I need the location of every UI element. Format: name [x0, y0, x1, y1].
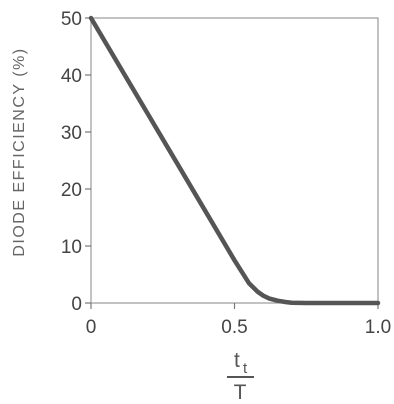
- x-tick-label: 0.5: [221, 317, 247, 338]
- x-tick-label: 0: [86, 317, 97, 338]
- y-axis-title: DIODE EFFICIENCY (%): [11, 47, 28, 256]
- y-tick-label: 50: [61, 9, 82, 30]
- y-tick-label: 0: [71, 294, 82, 315]
- x-tick-label: 1.0: [365, 317, 391, 338]
- x-axis-title-subscript: t: [243, 360, 248, 377]
- y-tick-label: 10: [61, 237, 82, 258]
- x-axis-title-numerator: t: [234, 349, 240, 372]
- y-ticks-group: 0 10 20 30 40 50: [61, 9, 91, 315]
- y-tick-label: 30: [61, 123, 82, 144]
- series-group: [88, 15, 381, 306]
- x-ticks-group: 0 0.5 1.0: [86, 303, 391, 338]
- y-tick-label: 40: [61, 66, 82, 87]
- x-axis-title-denominator: T: [234, 381, 247, 404]
- x-axis-title: t t T: [227, 349, 254, 404]
- y-tick-label: 20: [61, 180, 82, 201]
- series-line-0: [88, 15, 381, 306]
